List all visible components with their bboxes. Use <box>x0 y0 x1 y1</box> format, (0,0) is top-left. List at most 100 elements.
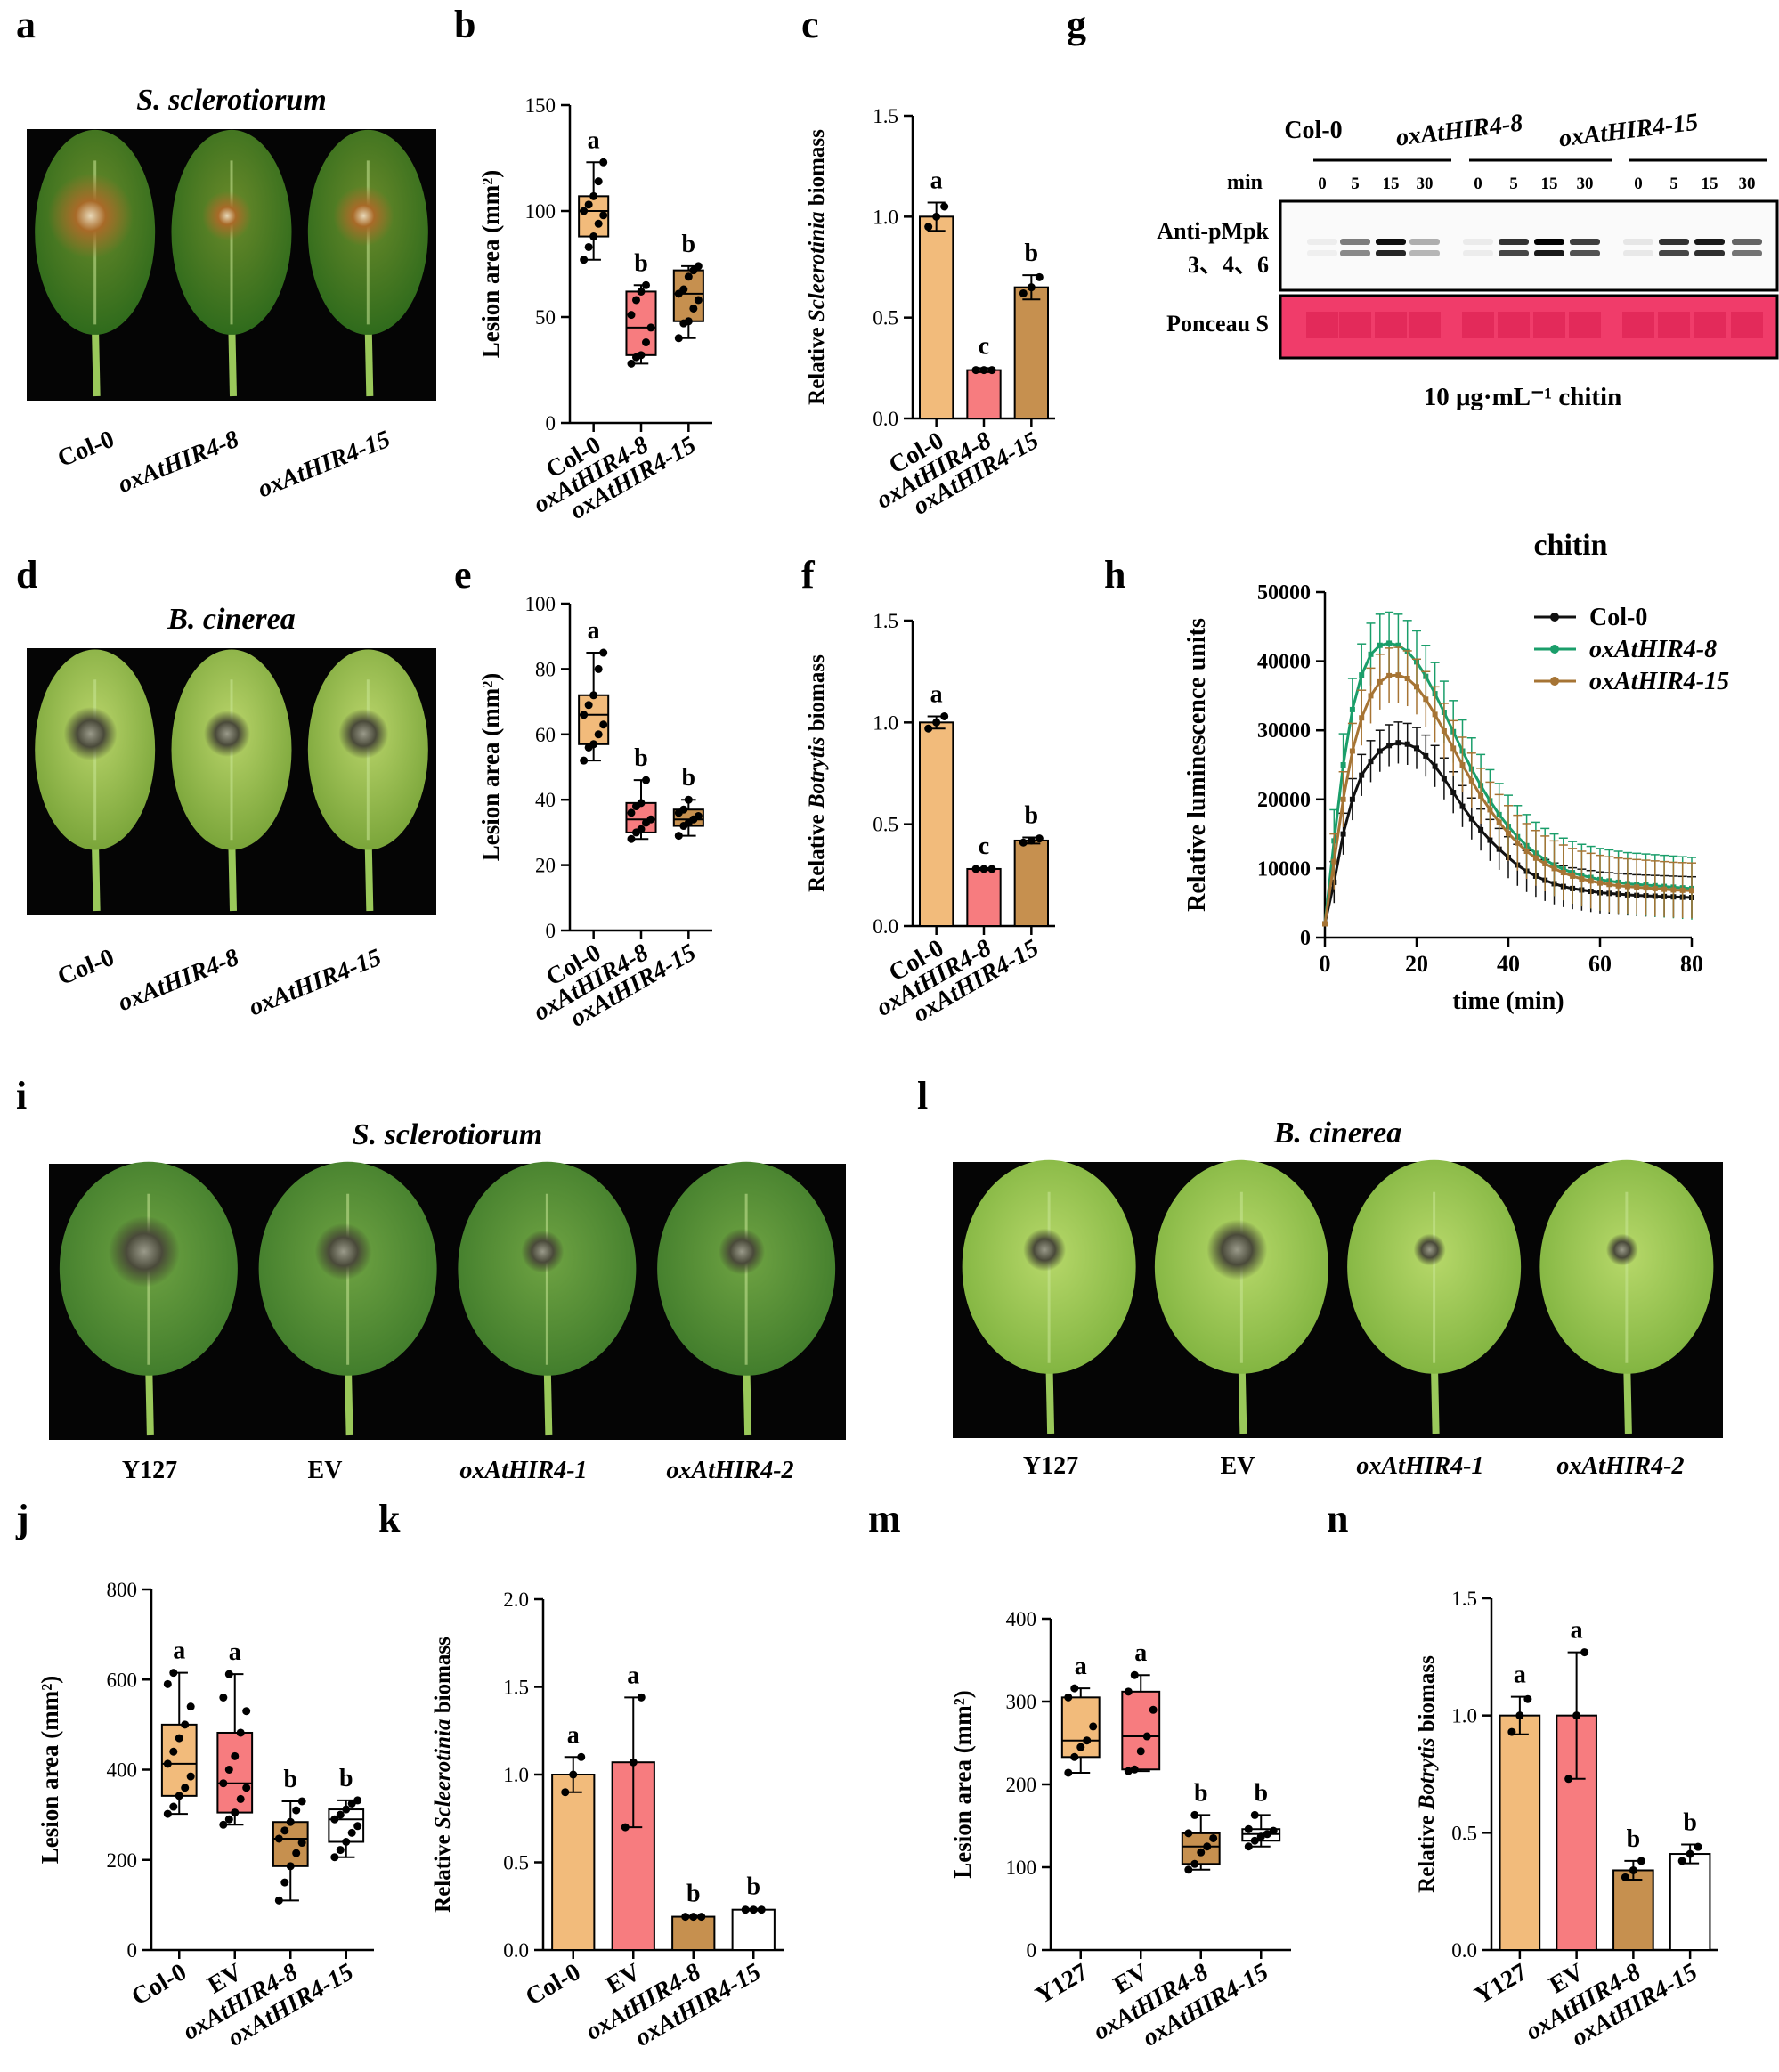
chart-c: 0.0 0.5 1.0 1.5 Relative Scleerotinia biomas… <box>805 105 1055 521</box>
box-point <box>594 730 603 739</box>
box-Col-0 <box>578 694 610 745</box>
box-point <box>224 1670 233 1678</box>
box-point <box>181 1720 190 1729</box>
series-point <box>1395 740 1401 746</box>
box-point <box>580 207 589 215</box>
box-point <box>599 158 608 167</box>
significance-letter: a <box>588 126 600 154</box>
bar-oxAtHIR4-8 <box>671 1915 716 1952</box>
legend-marker <box>1550 677 1559 686</box>
legend-marker <box>1550 645 1559 654</box>
box-point <box>292 1806 301 1815</box>
box-point <box>1184 1865 1193 1874</box>
leaf-lesion <box>63 707 118 760</box>
blot-band-upper <box>1307 239 1337 245</box>
blot-band-lower <box>1307 250 1337 256</box>
bar-point <box>1677 1857 1686 1865</box>
series-point <box>1679 887 1686 893</box>
box-point <box>330 1853 339 1862</box>
bar-point <box>681 1913 690 1922</box>
ponceau-band <box>1375 312 1407 338</box>
x-tick-label: Y127 <box>1031 1958 1093 2010</box>
box-point <box>175 1734 183 1743</box>
box-point <box>627 359 636 368</box>
significance-letter: a <box>173 1637 185 1665</box>
photo-label: oxAtHIR4-15 <box>254 426 394 504</box>
x-tick-label: Col-0 <box>127 1958 191 2011</box>
box-point <box>1076 1743 1085 1751</box>
photo-label: EV <box>308 1457 343 1484</box>
y-tick-label: 1.0 <box>503 1764 529 1786</box>
legend-marker <box>1550 613 1559 622</box>
panel-letter-e: e <box>454 553 472 597</box>
series-point <box>1377 748 1383 754</box>
box-point <box>181 1784 190 1792</box>
series-point <box>1432 711 1438 718</box>
bar-point <box>924 724 933 733</box>
box-point <box>637 825 646 833</box>
series-point <box>1459 803 1466 809</box>
bar-point <box>1629 1865 1637 1874</box>
panel-letter-j: j <box>15 1497 29 1540</box>
photo-title-l: B. cinerea <box>1273 1117 1402 1150</box>
significance-letter: a <box>1075 1653 1087 1680</box>
series-point <box>1523 849 1530 854</box>
bar-point <box>1027 283 1036 292</box>
significance-letter: a <box>930 167 943 194</box>
y-tick-label: 100 <box>525 593 556 615</box>
box-point <box>353 1796 362 1805</box>
series-point <box>1624 883 1630 890</box>
series-point <box>1423 696 1429 703</box>
series-point <box>1478 826 1484 833</box>
blot-time-label: 30 <box>1577 175 1594 193</box>
box-point <box>674 334 683 343</box>
blot-band-lower <box>1534 250 1564 256</box>
significance-letter: a <box>930 680 943 708</box>
series-point <box>1634 884 1640 890</box>
y-tick-label: 1.0 <box>873 711 898 734</box>
box-point <box>236 1794 245 1803</box>
box-point <box>231 1808 240 1817</box>
y-tick-label: 0.5 <box>503 1852 529 1874</box>
panel-letter-g: g <box>1067 3 1086 46</box>
box-point <box>169 1747 178 1756</box>
box-point <box>1064 1693 1073 1702</box>
blot-group-label: oxAtHIR4-15 <box>1557 109 1700 153</box>
y-tick-label: 100 <box>1006 1857 1037 1879</box>
series-point <box>1450 790 1457 796</box>
series-point <box>1468 816 1474 822</box>
box-point <box>297 1839 306 1848</box>
series-point <box>1432 763 1438 769</box>
series-point <box>1506 830 1511 836</box>
blot-pmpk-label: Anti-pMpk <box>1157 218 1269 244</box>
y-tick-label: 1.5 <box>503 1677 529 1699</box>
series-point <box>1661 886 1668 892</box>
box-point <box>589 740 598 749</box>
y-tick-label: 0 <box>127 1939 138 1962</box>
panel-letter-b: b <box>454 3 475 46</box>
blot-band-upper <box>1570 239 1600 245</box>
series-point <box>1368 693 1374 699</box>
leaf-lesion <box>108 1215 180 1288</box>
box-point <box>1190 1810 1199 1819</box>
series-point <box>1468 777 1474 784</box>
box-point <box>584 200 593 209</box>
box-point <box>646 323 655 332</box>
ponceau-band <box>1339 312 1371 338</box>
bar-Col-0 <box>919 215 954 419</box>
y-tick-label: 200 <box>107 1849 138 1872</box>
series-point <box>1359 715 1365 721</box>
photo-label: Y127 <box>1023 1452 1078 1480</box>
box-point <box>219 1694 228 1702</box>
leaf-lesion <box>314 1223 372 1280</box>
photo-label: oxAtHIR4-1 <box>1356 1452 1483 1480</box>
x-tick-label: Col-0 <box>521 1958 585 2011</box>
photo-label: oxAtHIR4-2 <box>1556 1452 1684 1480</box>
blot-time-label: 15 <box>1541 175 1558 193</box>
y-tick-label: 10000 <box>1257 857 1311 881</box>
panel-letter-h: h <box>1104 553 1125 597</box>
